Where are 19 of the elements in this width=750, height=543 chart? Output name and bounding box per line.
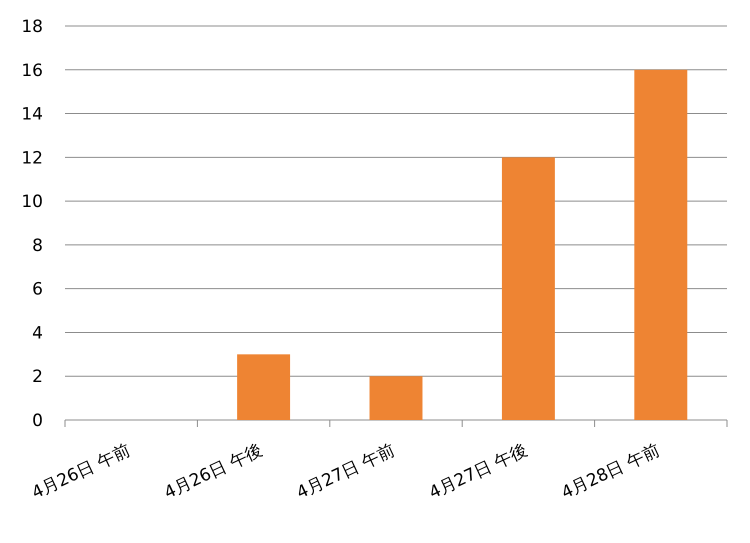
y-tick-label: 18 — [21, 17, 43, 37]
y-tick-label: 8 — [32, 236, 43, 256]
y-tick-label: 12 — [21, 148, 43, 168]
bar — [634, 70, 688, 420]
x-tick-label: 4月28日 午前 — [558, 440, 663, 504]
y-tick-label: 2 — [32, 367, 43, 388]
y-tick-label: 0 — [32, 411, 43, 431]
y-tick-label: 10 — [21, 192, 43, 212]
x-tick-label: 4月26日 午前 — [28, 440, 134, 504]
x-tick-label: 4月27日 午前 — [294, 440, 398, 504]
y-tick-label: 4 — [32, 323, 43, 344]
y-tick-label: 16 — [21, 60, 43, 81]
y-tick-label: 14 — [21, 104, 43, 125]
x-tick-label: 4月26日 午後 — [161, 440, 266, 504]
bar — [502, 157, 555, 420]
y-tick-label: 6 — [32, 280, 43, 300]
x-tick-label: 4月27日 午後 — [426, 440, 531, 504]
bar — [237, 354, 290, 420]
bar — [370, 376, 422, 420]
